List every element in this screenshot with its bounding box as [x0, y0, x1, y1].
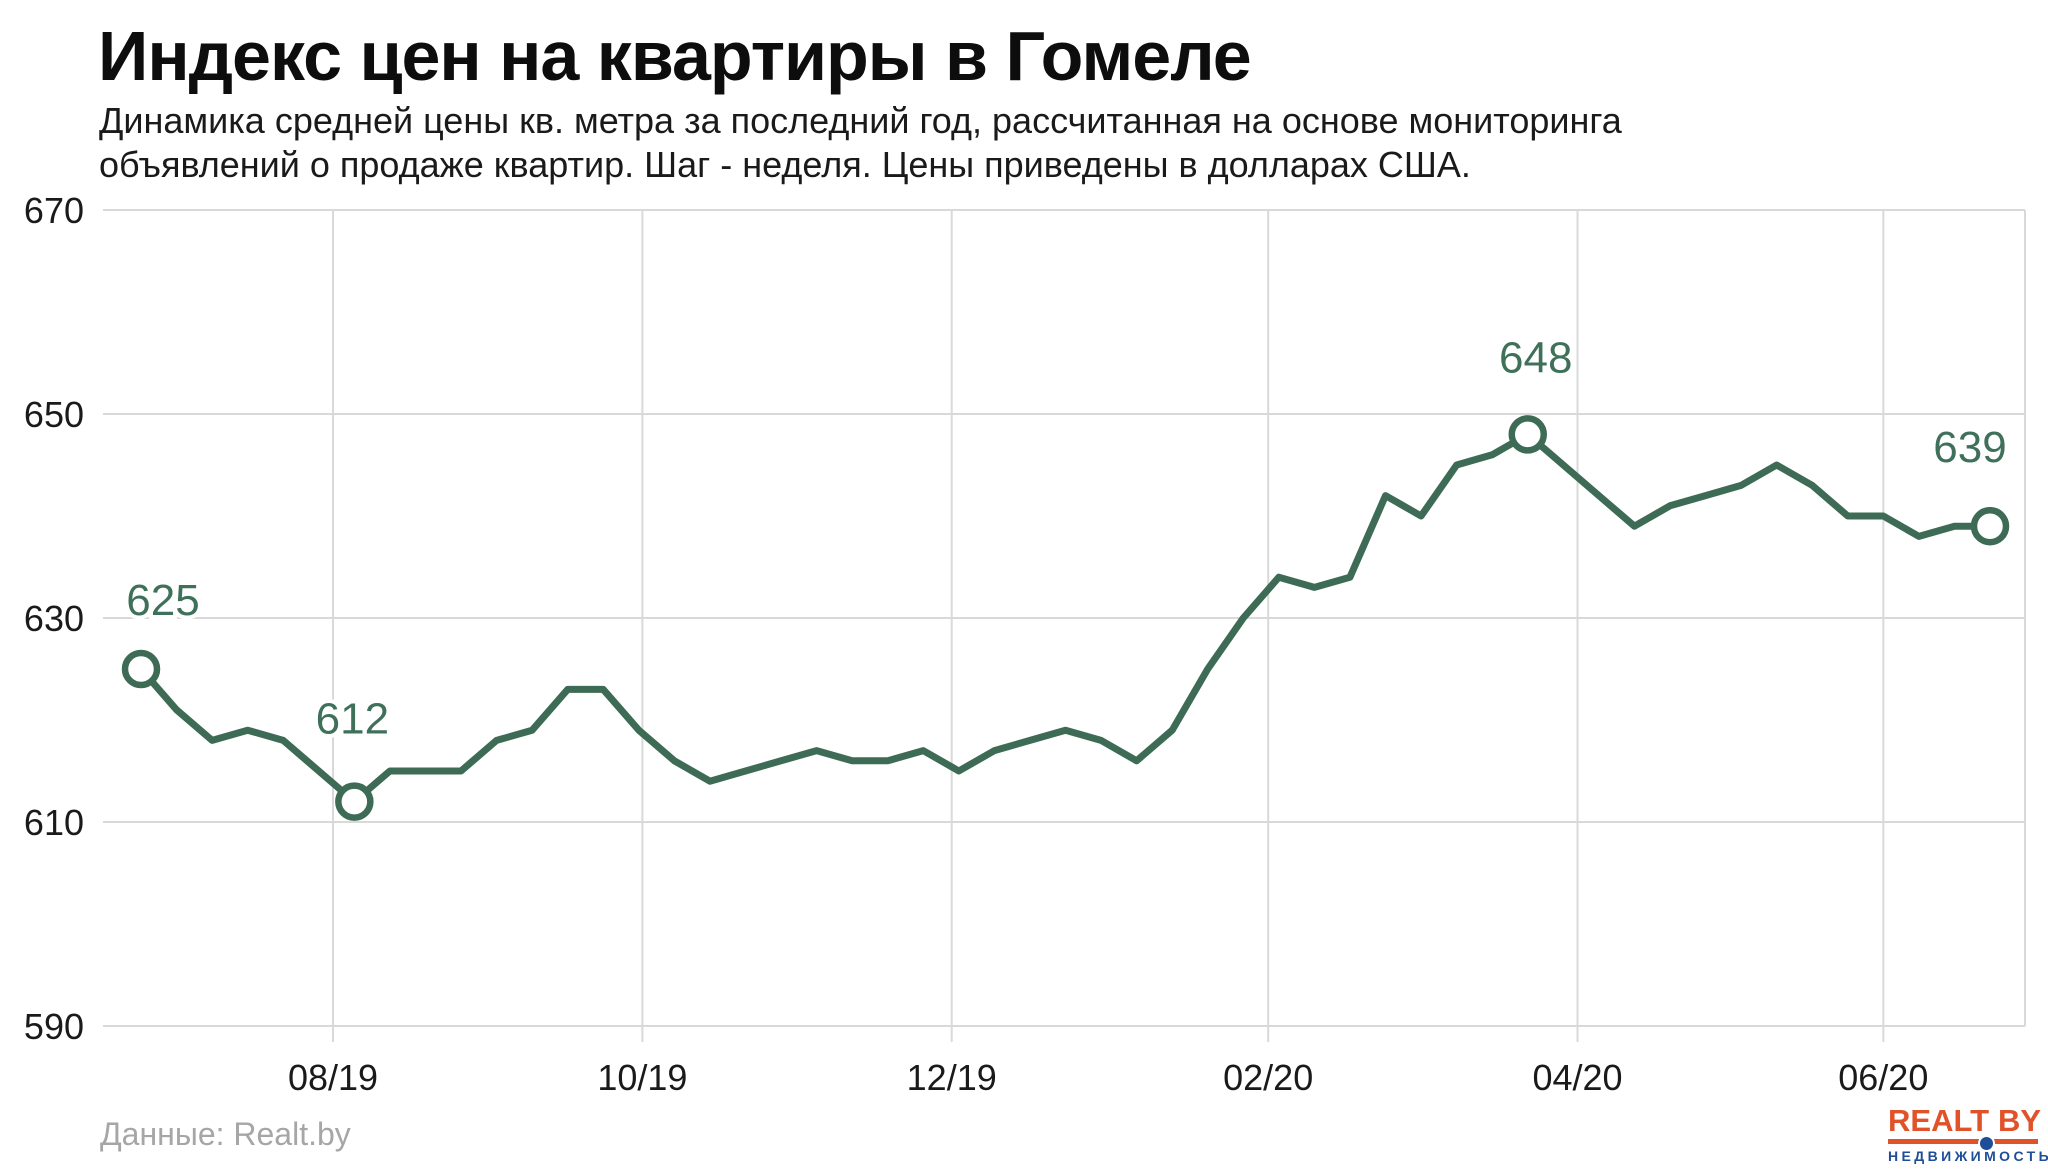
realt-logo-suffix: BY: [1998, 1103, 2042, 1138]
chart-title: Индекс цен на квартиры в Гомеле: [98, 17, 1252, 95]
data-point-label: 648: [1499, 333, 1572, 382]
x-axis-label: 10/19: [597, 1057, 687, 1098]
x-axis-label: 06/20: [1838, 1057, 1928, 1098]
y-axis-label: 590: [24, 1006, 84, 1047]
data-point-label: 612: [316, 695, 389, 744]
data-point-marker: [1508, 415, 1547, 454]
chart-subtitle-line2: объявлений о продаже квартир. Шаг - неде…: [99, 144, 1471, 185]
realt-logo-tagline: НЕДВИЖИМОСТЬ: [1888, 1148, 2048, 1164]
data-point-label: 639: [1933, 423, 2006, 472]
y-axis-label: 650: [24, 394, 84, 435]
realt-logo: REALT BY НЕДВИЖИМОСТЬ: [1888, 1103, 2048, 1164]
realt-logo-text: REALT BY: [1888, 1103, 2042, 1138]
chart-subtitle: Динамика средней цены кв. метра за после…: [99, 99, 1622, 187]
data-point-marker: [335, 782, 374, 821]
realt-logo-dot-icon: [1978, 1135, 1995, 1152]
price-line: [137, 430, 1994, 806]
data-source-note: Данные: Realt.by: [100, 1116, 351, 1152]
realt-logo-underline: [1888, 1135, 2038, 1152]
y-axis-label: 670: [24, 190, 84, 231]
data-point-marker: [1970, 506, 2010, 546]
x-axis-label: 02/20: [1223, 1057, 1313, 1098]
chart-subtitle-line1: Динамика средней цены кв. метра за после…: [99, 100, 1622, 141]
y-axis-label: 610: [24, 802, 84, 843]
y-axis-label: 630: [24, 598, 84, 639]
x-axis-label: 04/20: [1532, 1057, 1622, 1098]
x-axis-label: 12/19: [907, 1057, 997, 1098]
x-axis-label: 08/19: [288, 1057, 378, 1098]
realt-logo-name: REALT: [1888, 1103, 1990, 1138]
data-point-marker: [121, 649, 161, 689]
data-point-label: 625: [126, 576, 199, 625]
